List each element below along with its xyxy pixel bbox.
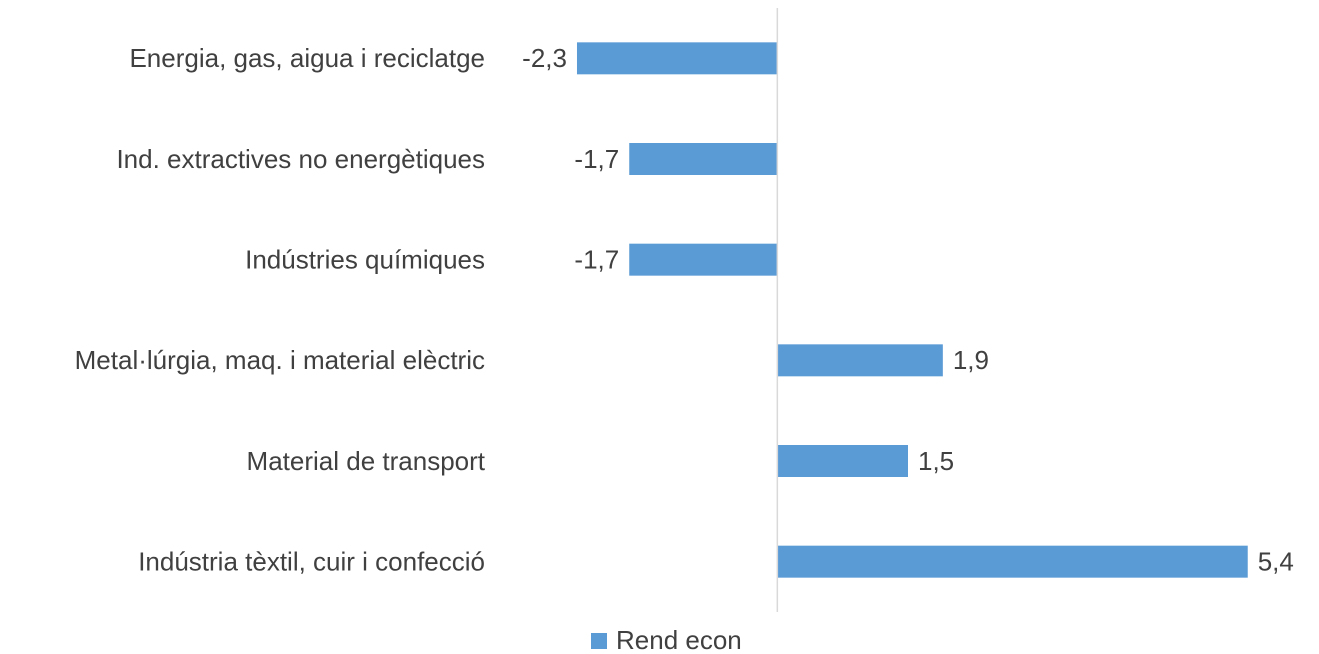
data-label: -1,7 bbox=[574, 245, 619, 275]
bar bbox=[777, 545, 1248, 578]
y-tick-label: Metal·lúrgia, maq. i material elèctric bbox=[75, 345, 485, 375]
y-tick-label: Indústries químiques bbox=[245, 245, 485, 275]
data-label: 1,5 bbox=[918, 446, 954, 476]
y-tick-label: Indústria tèxtil, cuir i confecció bbox=[138, 547, 485, 577]
y-tick-label: Energia, gas, aigua i reciclatge bbox=[129, 43, 485, 73]
y-tick-label: Material de transport bbox=[247, 446, 486, 476]
data-label: -2,3 bbox=[522, 43, 567, 73]
bar bbox=[777, 445, 908, 477]
y-tick-label: Ind. extractives no energètiques bbox=[116, 144, 485, 174]
legend-label: Rend econ bbox=[616, 625, 742, 654]
data-label: 1,9 bbox=[953, 345, 989, 375]
data-label: 5,4 bbox=[1258, 547, 1294, 577]
bar bbox=[629, 143, 778, 175]
legend-swatch bbox=[591, 633, 607, 649]
bar bbox=[629, 243, 778, 276]
bar bbox=[777, 344, 943, 377]
data-label: -1,7 bbox=[574, 144, 619, 174]
bar bbox=[576, 42, 778, 75]
